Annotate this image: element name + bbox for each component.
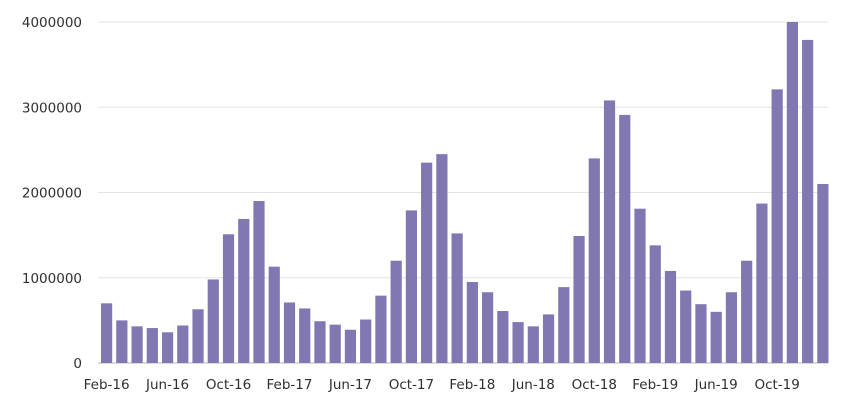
bar-Sep-16 xyxy=(207,279,219,363)
y-tick-label: 3000000 xyxy=(22,100,82,116)
bar-Jun-19 xyxy=(710,311,722,363)
x-tick-label: Feb-19 xyxy=(632,377,678,393)
x-tick-label: Jun-16 xyxy=(145,377,189,393)
bar-Dec-16 xyxy=(253,201,265,363)
bar-Apr-17 xyxy=(314,321,326,363)
bar-Oct-17 xyxy=(405,210,417,363)
y-tick-label: 2000000 xyxy=(22,186,82,202)
bar-Jun-17 xyxy=(344,329,357,363)
bars xyxy=(101,22,829,364)
bar-Jun-18 xyxy=(527,326,539,363)
bar-Oct-19 xyxy=(771,89,783,363)
bar-Aug-18 xyxy=(558,287,570,363)
x-tick-label: Jun-19 xyxy=(694,377,738,393)
bar-May-19 xyxy=(695,304,707,363)
bar-Oct-18 xyxy=(588,158,600,363)
bar-Feb-19 xyxy=(649,245,661,363)
bar-Sep-19 xyxy=(756,203,768,363)
x-tick-label: Oct-16 xyxy=(206,377,251,393)
bar-Dec-18 xyxy=(619,114,631,363)
bar-May-18 xyxy=(512,322,524,363)
y-tick-label: 4000000 xyxy=(22,15,82,31)
bar-Mar-19 xyxy=(664,270,677,363)
bar-Jul-19 xyxy=(725,292,738,363)
bar-Nov-18 xyxy=(603,100,616,364)
bar-Apr-18 xyxy=(497,311,509,363)
x-axis-labels: Feb-16 Jun-16 Oct-16 Feb-17 Jun-17 Oct-17 Feb-… xyxy=(84,377,800,393)
bar-Jul-18 xyxy=(542,314,555,363)
bar-Feb-17 xyxy=(283,302,296,363)
bar-Feb-18 xyxy=(466,282,478,363)
bar-Jun-16 xyxy=(161,332,174,363)
bar-Jan-19 xyxy=(634,208,646,363)
bar-Sep-17 xyxy=(390,260,402,363)
bar-Dec-19 xyxy=(802,39,814,364)
bar-Mar-18 xyxy=(482,292,494,363)
bar-Jul-17 xyxy=(360,319,372,363)
x-tick-label: Feb-18 xyxy=(449,377,495,393)
bar-Dec-17 xyxy=(436,154,448,363)
bar-May-17 xyxy=(329,324,341,363)
bar-May-16 xyxy=(146,328,158,363)
bar-Mar-16 xyxy=(116,320,128,364)
y-tick-label: 0 xyxy=(73,356,82,372)
bar-Aug-17 xyxy=(375,295,387,363)
bar-Aug-16 xyxy=(192,309,204,363)
bar-Jan-20 xyxy=(817,183,829,363)
bar-Jan-18 xyxy=(451,233,463,363)
x-tick-label: Jun-17 xyxy=(328,377,372,393)
x-tick-label: Oct-19 xyxy=(754,377,799,393)
x-tick-label: Feb-17 xyxy=(267,377,313,393)
bar-Jan-17 xyxy=(268,266,280,363)
bar-Jul-16 xyxy=(177,325,189,363)
bar-Nov-17 xyxy=(421,162,433,363)
bar-Feb-16 xyxy=(101,303,113,363)
y-axis-labels: 0 1000000 2000000 3000000 4000000 xyxy=(22,15,82,372)
bar-Apr-19 xyxy=(680,290,692,363)
bar-Nov-16 xyxy=(238,218,250,363)
bar-Sep-18 xyxy=(573,235,585,363)
y-tick-label: 1000000 xyxy=(22,271,82,287)
bar-Oct-16 xyxy=(222,234,235,363)
bar-Aug-19 xyxy=(741,260,753,363)
bar-Apr-16 xyxy=(131,326,143,363)
bar-Nov-19 xyxy=(786,22,798,363)
x-tick-label: Oct-18 xyxy=(572,377,617,393)
bar-Mar-17 xyxy=(299,308,311,363)
x-tick-label: Feb-16 xyxy=(84,377,130,393)
x-tick-label: Jun-18 xyxy=(511,377,555,393)
x-tick-label: Oct-17 xyxy=(389,377,434,393)
